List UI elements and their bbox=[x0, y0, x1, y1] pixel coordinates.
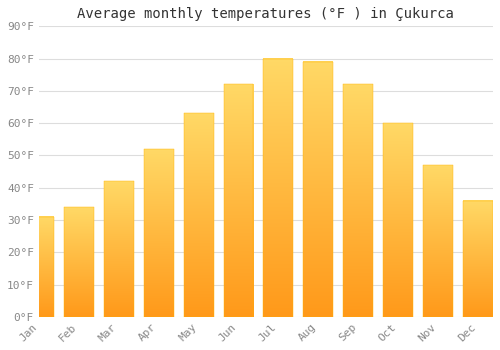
Bar bbox=[264, 58, 294, 317]
Title: Average monthly temperatures (°F ) in Çukurca: Average monthly temperatures (°F ) in Çu… bbox=[78, 7, 454, 21]
Bar bbox=[184, 113, 214, 317]
Bar bbox=[104, 181, 134, 317]
Bar bbox=[224, 84, 254, 317]
Bar bbox=[344, 84, 374, 317]
Bar bbox=[24, 217, 54, 317]
Bar bbox=[144, 149, 174, 317]
Bar bbox=[304, 62, 334, 317]
Bar bbox=[64, 207, 94, 317]
Bar bbox=[383, 123, 413, 317]
Bar bbox=[463, 201, 493, 317]
Bar bbox=[423, 165, 453, 317]
